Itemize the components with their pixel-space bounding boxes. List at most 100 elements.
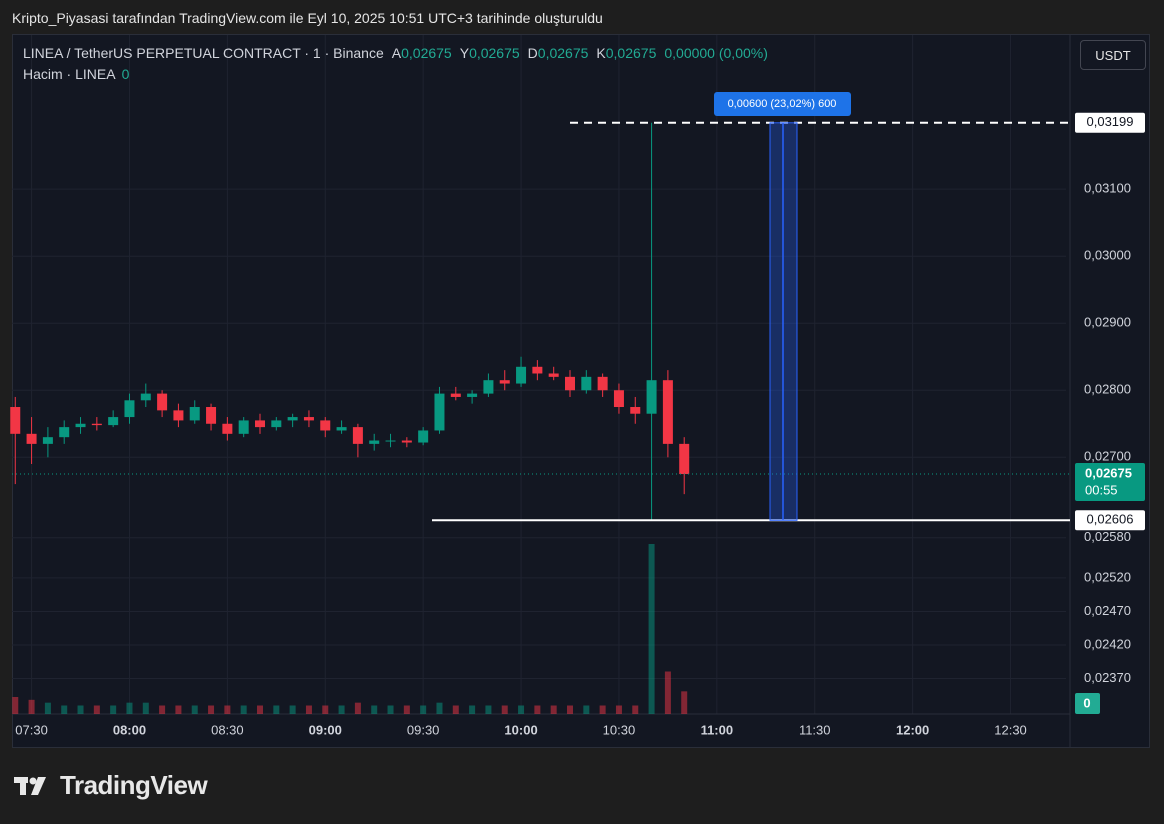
candle-body: [499, 380, 510, 384]
volume-bar: [338, 705, 345, 714]
volume-legend: Hacim · LINEA 0: [23, 66, 129, 82]
volume-bar: [403, 705, 410, 714]
measure-label: 0,00600 (23,02%) 600: [728, 98, 837, 110]
candle-body: [10, 407, 21, 434]
caption: Kripto_Piyasasi tarafından TradingView.c…: [12, 10, 603, 26]
brand-text: TradingView: [60, 770, 208, 800]
volume-bar: [387, 705, 394, 714]
x-tick-label: 08:00: [113, 722, 146, 737]
candle-body: [450, 393, 461, 397]
volume-bar: [452, 705, 459, 714]
volume-label: 0: [1083, 695, 1090, 710]
ohlc-value: 0,02675: [401, 45, 452, 61]
candle-body: [662, 380, 673, 444]
x-tick-label: 12:00: [896, 722, 929, 737]
volume-bar: [632, 705, 639, 714]
volume-value: 0: [121, 66, 130, 82]
volume-bar: [305, 705, 312, 714]
candle-body: [255, 420, 265, 428]
candle-body: [581, 376, 592, 391]
countdown-label: 00:55: [1085, 482, 1118, 497]
volume-bar: [681, 691, 688, 714]
candle-body: [42, 437, 53, 444]
x-tick-label: 11:30: [799, 722, 831, 737]
candle-body: [385, 440, 396, 442]
volume-bar: [371, 705, 378, 714]
ohlc-value: 0,02675: [537, 45, 589, 61]
last-price-box: [1075, 463, 1145, 502]
volume-bar: [142, 702, 149, 714]
volume-bar: [420, 705, 427, 714]
volume-bar: [469, 705, 476, 714]
volume-bar: [224, 705, 231, 714]
candle-body: [613, 390, 624, 408]
symbol-legend: LINEA / TetherUS PERPETUAL CONTRACT · 1 …: [23, 45, 776, 61]
ohlc-key: K: [596, 45, 606, 61]
candle-body: [434, 393, 445, 431]
volume-bar: [583, 705, 590, 714]
candle-body: [140, 393, 151, 401]
candle-body: [238, 420, 249, 434]
brand-logo: [14, 776, 46, 795]
volume-bar: [664, 671, 671, 714]
volume-bar: [599, 705, 606, 714]
ohlc-key: Y: [459, 45, 470, 61]
candle-body: [336, 427, 347, 431]
volume-bar: [159, 705, 166, 714]
volume-bar: [208, 705, 215, 714]
candle-body: [108, 417, 119, 426]
last-price-label: 0,02675: [1085, 465, 1132, 480]
symbol-title: LINEA / TetherUS PERPETUAL CONTRACT · 1 …: [23, 45, 384, 61]
candle-body: [26, 433, 37, 444]
volume-bar: [567, 705, 573, 714]
candle-body: [646, 380, 657, 414]
volume-bar: [175, 705, 182, 714]
candle-body: [418, 430, 429, 443]
volume-bar: [485, 705, 492, 714]
candle-body: [467, 393, 478, 397]
price-label: 0,02606: [1087, 512, 1134, 527]
candle-body: [189, 407, 200, 421]
candle-body: [352, 427, 363, 444]
ohlc-value: 0,02675: [469, 45, 520, 61]
candle-body: [516, 366, 527, 384]
volume-bar: [61, 705, 68, 714]
candle-body: [401, 440, 412, 443]
brand: TradingView: [14, 770, 208, 801]
y-tick-label: 0,02700: [1084, 449, 1131, 464]
volume-bar: [518, 705, 525, 714]
currency-button[interactable]: USDT: [1080, 40, 1146, 70]
x-tick-label: 09:00: [309, 722, 342, 737]
candle-body: [303, 417, 314, 421]
candle-body: [91, 423, 102, 426]
candle-body: [287, 417, 298, 421]
price-label: 0,03199: [1087, 114, 1134, 129]
candle-body: [124, 400, 135, 418]
x-tick-label: 09:30: [407, 722, 440, 737]
volume-bar: [110, 705, 117, 714]
price-label-box: [1075, 510, 1145, 531]
x-tick-label: 07:30: [15, 722, 48, 737]
candle-body: [222, 423, 233, 434]
candle-body: [206, 407, 217, 424]
volume-bar: [240, 705, 247, 714]
candle-body: [532, 366, 543, 374]
y-tick-label: 0,03100: [1084, 181, 1131, 196]
volume-bar: [257, 705, 263, 714]
x-tick-label: 11:00: [701, 722, 734, 737]
y-tick-label: 0,02370: [1084, 670, 1131, 685]
ohlc-value: 0,02675: [605, 45, 657, 61]
candle-body: [75, 423, 86, 428]
x-tick-label: 12:30: [994, 722, 1027, 737]
volume-bar: [436, 702, 443, 714]
chart-pane: [12, 34, 1150, 748]
volume-bar: [534, 705, 541, 714]
y-tick-label: 0,02800: [1084, 382, 1131, 397]
volume-bar: [354, 702, 361, 714]
candle-body: [483, 380, 494, 394]
candle-body: [548, 373, 559, 377]
y-tick-label: 0,03000: [1084, 248, 1131, 263]
ohlc-key: A: [391, 45, 402, 61]
